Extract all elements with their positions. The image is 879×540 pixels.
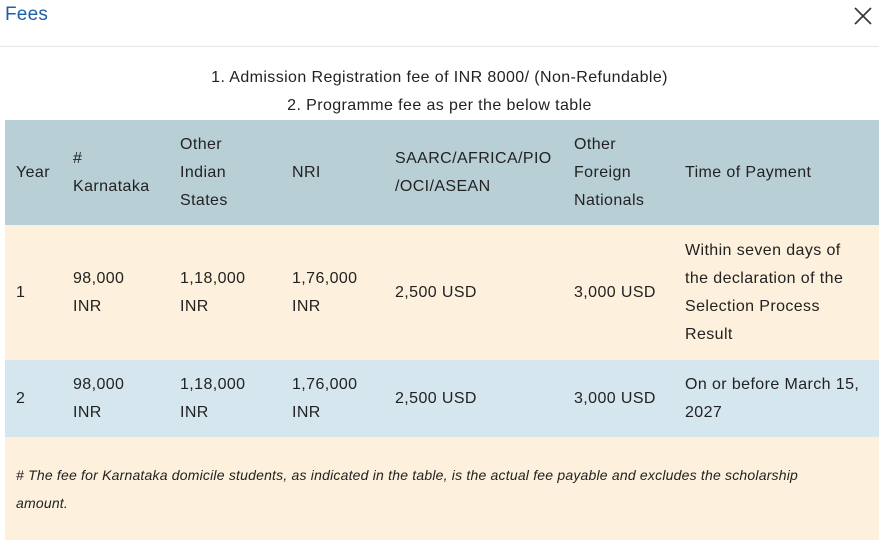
table-header-row: Year # Karnataka Other Indian States NRI… (5, 120, 879, 225)
fee-notes: 1. Admission Registration fee of INR 800… (0, 64, 879, 120)
modal-title: Fees (5, 4, 49, 25)
cell-nri: 1,76,000 INR (292, 375, 358, 421)
header-nri: NRI (292, 163, 321, 181)
header-saarc: SAARC/AFRICA/PIO /OCI/ASEAN (395, 149, 552, 195)
cell-time-of-payment: On or before March 15, 2027 (685, 375, 860, 421)
cell-karnataka: 98,000 INR (73, 269, 125, 315)
table-row: 2 98,000 INR 1,18,000 INR 1,76,000 INR 2… (5, 360, 879, 437)
footnote: # The fee for Karnataka domicile student… (16, 466, 799, 511)
header-other-foreign-nationals: Other Foreign Nationals (574, 135, 645, 209)
close-button[interactable] (851, 4, 875, 28)
cell-time-of-payment: Within seven days of the declaration of … (685, 241, 844, 343)
cell-karnataka: 98,000 INR (73, 375, 125, 421)
cell-other-foreign-nationals: 3,000 USD (574, 389, 656, 407)
close-icon (854, 7, 872, 25)
modal-header: Fees (0, 0, 879, 47)
note-registration-fee: 1. Admission Registration fee of INR 800… (211, 69, 668, 86)
cell-year: 2 (16, 389, 26, 407)
footnote-row: # The fee for Karnataka domicile student… (5, 437, 879, 540)
header-karnataka: # Karnataka (73, 149, 150, 195)
cell-year: 1 (16, 283, 26, 301)
note-programme-fee: 2. Programme fee as per the below table (287, 97, 592, 114)
cell-saarc: 2,500 USD (395, 283, 477, 301)
cell-saarc: 2,500 USD (395, 389, 477, 407)
header-year: Year (16, 163, 50, 181)
table-row: 1 98,000 INR 1,18,000 INR 1,76,000 INR 2… (5, 225, 879, 360)
fees-table: Year # Karnataka Other Indian States NRI… (5, 120, 879, 540)
header-time-of-payment: Time of Payment (685, 163, 812, 181)
cell-nri: 1,76,000 INR (292, 269, 358, 315)
header-other-indian-states: Other Indian States (180, 135, 228, 209)
cell-other-indian-states: 1,18,000 INR (180, 269, 246, 315)
cell-other-indian-states: 1,18,000 INR (180, 375, 246, 421)
cell-other-foreign-nationals: 3,000 USD (574, 283, 656, 301)
